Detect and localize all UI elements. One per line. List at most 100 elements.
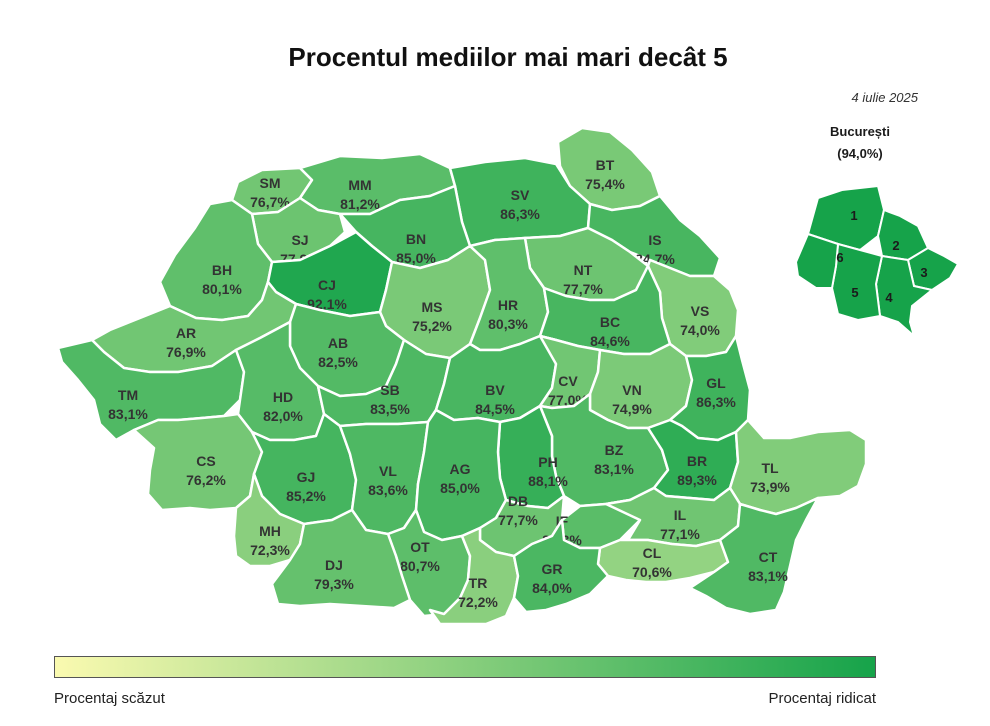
county-bc: BC 84,6% — [538, 264, 672, 356]
county-value: 79,3% — [314, 576, 354, 592]
bucharest-sector-label: 4 — [885, 290, 893, 305]
bucharest-sector-label: 2 — [892, 238, 899, 253]
county-shape — [688, 496, 820, 616]
county-ot: OT 80,7% — [386, 508, 472, 618]
county-value: 74,0% — [680, 322, 720, 338]
county-value: 70,6% — [632, 564, 672, 580]
county-code: BH — [212, 262, 232, 278]
county-code: IS — [648, 232, 661, 248]
county-code: MS — [422, 299, 443, 315]
county-code: TL — [761, 460, 779, 476]
county-value: 85,2% — [286, 488, 326, 504]
bucharest-value: (94,0%) — [837, 146, 883, 161]
county-value: 77,7% — [498, 512, 538, 528]
county-vl: VL 83,6% — [338, 420, 430, 536]
county-value: 83,1% — [108, 406, 148, 422]
county-value: 75,2% — [412, 318, 452, 334]
counties-layer: SM76,7%MM81,2%BT75,4%SV86,3%SJ77,9%BN85,… — [56, 126, 868, 626]
county-value: 83,1% — [594, 461, 634, 477]
county-value: 72,3% — [250, 542, 290, 558]
county-value: 81,2% — [340, 196, 380, 212]
county-value: 74,9% — [612, 401, 652, 417]
bucharest-sector-label: 1 — [850, 208, 857, 223]
county-code: SB — [380, 382, 399, 398]
county-value: 84,6% — [590, 333, 630, 349]
county-value: 76,9% — [166, 344, 206, 360]
county-value: 89,3% — [677, 472, 717, 488]
county-value: 83,6% — [368, 482, 408, 498]
county-value: 80,3% — [488, 316, 528, 332]
county-shape — [270, 508, 412, 610]
legend-low-label: Procentaj scăzut — [54, 690, 165, 707]
county-value: 85,0% — [396, 250, 436, 266]
county-value: 84,5% — [475, 401, 515, 417]
county-code: BT — [596, 157, 615, 173]
county-value: 72,2% — [458, 594, 498, 610]
map-title: Procentul mediilor mai mari decât 5 — [288, 42, 728, 72]
county-shape — [428, 526, 520, 626]
county-shape — [512, 518, 610, 614]
county-code: CJ — [318, 277, 336, 293]
map-date: 4 iulie 2025 — [851, 90, 919, 105]
county-code: GL — [706, 375, 726, 391]
county-value: 85,0% — [440, 480, 480, 496]
county-code: CT — [759, 549, 778, 565]
county-code: BR — [687, 453, 707, 469]
county-value: 82,5% — [318, 354, 358, 370]
county-value: 84,0% — [532, 580, 572, 596]
county-code: VL — [379, 463, 397, 479]
county-tl: TL 73,9% — [728, 418, 868, 516]
legend-high-label: Procentaj ridicat — [768, 690, 876, 707]
county-code: BZ — [605, 442, 624, 458]
county-gl: GL 86,3% — [668, 334, 752, 442]
county-code: CV — [558, 373, 578, 389]
county-code: DJ — [325, 557, 343, 573]
county-code: MH — [259, 523, 281, 539]
county-code: VN — [622, 382, 641, 398]
bucharest-sector-label: 5 — [851, 285, 858, 300]
county-value: 92,1% — [307, 296, 347, 312]
county-value: 76,2% — [186, 472, 226, 488]
county-code: DB — [508, 493, 528, 509]
county-code: CL — [643, 545, 662, 561]
county-value: 80,1% — [202, 281, 242, 297]
county-value: 73,9% — [750, 479, 790, 495]
county-code: AB — [328, 335, 348, 351]
county-code: HR — [498, 297, 518, 313]
county-code: BC — [600, 314, 620, 330]
county-code: OT — [410, 539, 430, 555]
county-dj: DJ 79,3% — [270, 508, 412, 610]
county-code: GJ — [297, 469, 316, 485]
county-value: 88,1% — [528, 473, 568, 489]
county-code: SJ — [291, 232, 308, 248]
legend-gradient-bar — [54, 656, 876, 678]
county-code: BN — [406, 231, 426, 247]
county-shape — [728, 418, 868, 516]
county-value: 83,1% — [748, 568, 788, 584]
county-code: TM — [118, 387, 138, 403]
bucharest-name: București — [830, 124, 890, 139]
county-code: BV — [485, 382, 505, 398]
county-value: 75,4% — [585, 176, 625, 192]
county-value: 83,5% — [370, 401, 410, 417]
county-code: PH — [538, 454, 557, 470]
county-code: SM — [260, 175, 281, 191]
county-value: 86,3% — [696, 394, 736, 410]
bucharest-sector-label: 3 — [920, 265, 927, 280]
county-code: IL — [674, 507, 687, 523]
county-ag: AG 85,0% — [414, 408, 508, 542]
county-code: SV — [511, 187, 530, 203]
county-ct: CT 83,1% — [688, 496, 820, 616]
county-code: CS — [196, 453, 215, 469]
bucharest-inset: București (94,0%) 1 2 3 4 5 6 — [794, 124, 960, 339]
county-value: 77,1% — [660, 526, 700, 542]
bucharest-sector-label: 6 — [836, 250, 843, 265]
county-code: VS — [691, 303, 710, 319]
county-code: GR — [542, 561, 563, 577]
county-value: 76,7% — [250, 194, 290, 210]
county-code: MM — [348, 177, 371, 193]
county-gr: GR 84,0% — [512, 518, 610, 614]
county-value: 82,0% — [263, 408, 303, 424]
county-vs: VS 74,0% — [646, 258, 740, 358]
